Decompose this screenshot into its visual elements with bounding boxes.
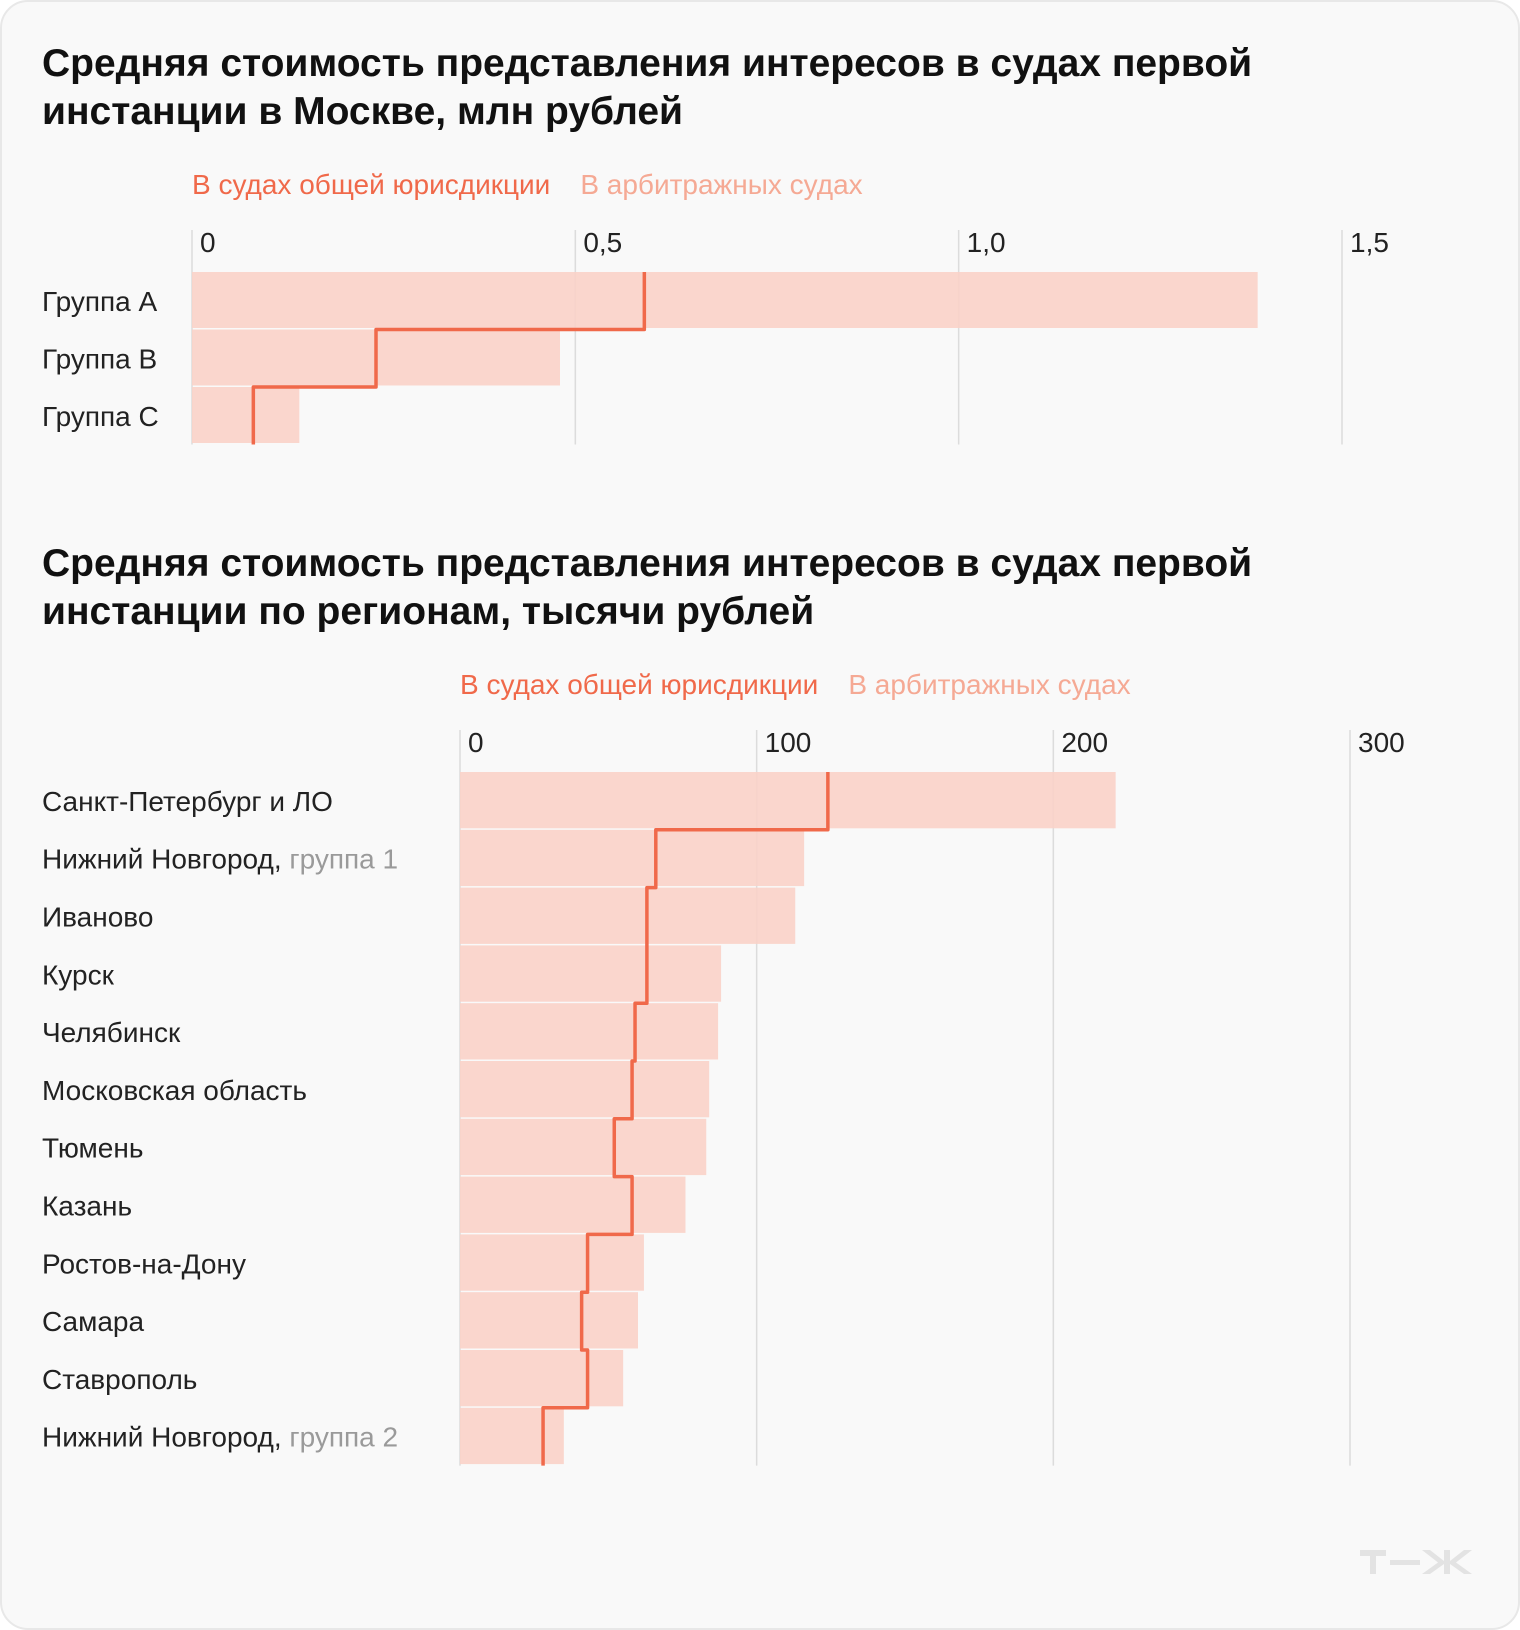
category-label: Самара [42, 1306, 145, 1337]
x-tick-label: 0,5 [583, 227, 622, 258]
bar-arbitration [460, 772, 1116, 829]
bar-arbitration [460, 1118, 707, 1176]
legend-general-courts: В судах общей юрисдикции [460, 669, 819, 700]
category-label: Группа C [42, 401, 159, 432]
bar-arbitration [460, 829, 805, 887]
regions-chart: 0 100 200 300 Санкт-Петербург и ЛО Нижний Нов… [42, 727, 1405, 1466]
x-tick-label: 1,5 [1350, 227, 1389, 258]
x-tick-label: 200 [1061, 727, 1108, 758]
legend-moscow: В судах общей юрисдикции В арбитражных су… [192, 168, 893, 202]
category-label: Нижний Новгород, группа 1 [42, 844, 398, 875]
bar-arbitration [460, 1061, 710, 1118]
category-label: Тюмень [42, 1133, 143, 1164]
bar-arbitration [192, 272, 1258, 328]
bar-arbitration [460, 1234, 644, 1291]
chart-title-moscow: Средняя стоимость представления интересо… [42, 42, 1253, 133]
x-tick-label: 300 [1358, 727, 1405, 758]
category-label: Иваново [42, 902, 153, 933]
step-line-general [541, 772, 830, 1466]
bar-arbitration [460, 887, 796, 944]
x-tick-label: 0 [468, 727, 484, 758]
category-label: Челябинск [42, 1017, 181, 1048]
legend-general-courts: В судах общей юрисдикции [192, 169, 551, 200]
category-label: Московская область [42, 1075, 307, 1106]
category-label: Ставрополь [42, 1364, 197, 1395]
bar-arbitration [460, 1176, 686, 1233]
category-label: Курск [42, 959, 115, 990]
legend-arbitration-courts: В арбитражных судах [848, 669, 1131, 700]
bar-arbitration [460, 945, 722, 1002]
category-label: Группа B [42, 343, 157, 374]
category-label: Казань [42, 1191, 132, 1222]
x-tick-label: 100 [765, 727, 812, 758]
chart-title-regions: Средняя стоимость представления интересо… [42, 542, 1253, 633]
category-label: Нижний Новгород, группа 2 [42, 1422, 398, 1453]
bar-arbitration [460, 1407, 564, 1465]
bar-arbitration [192, 387, 300, 443]
moscow-chart: 0 0,5 1,0 1,5 Группа A Группа B Группа C [42, 227, 1389, 445]
category-label: Ростов-на-Дону [42, 1248, 246, 1279]
bar-arbitration [460, 1003, 719, 1060]
x-tick-label: 1,0 [967, 227, 1006, 258]
category-label: Санкт-Петербург и ЛО [42, 786, 333, 817]
category-suffix: группа 1 [282, 844, 399, 875]
x-tick-label: 0 [200, 227, 216, 258]
category-label: Группа A [42, 286, 158, 317]
legend-regions: В судах общей юрисдикции В арбитражных су… [460, 668, 1161, 702]
bar-arbitration [460, 1292, 638, 1349]
legend-arbitration-courts: В арбитражных судах [580, 169, 863, 200]
step-line-general [251, 272, 647, 445]
tzh-logo-icon [1360, 1550, 1472, 1574]
category-suffix: группа 2 [282, 1422, 399, 1453]
bar-arbitration [460, 1350, 624, 1407]
